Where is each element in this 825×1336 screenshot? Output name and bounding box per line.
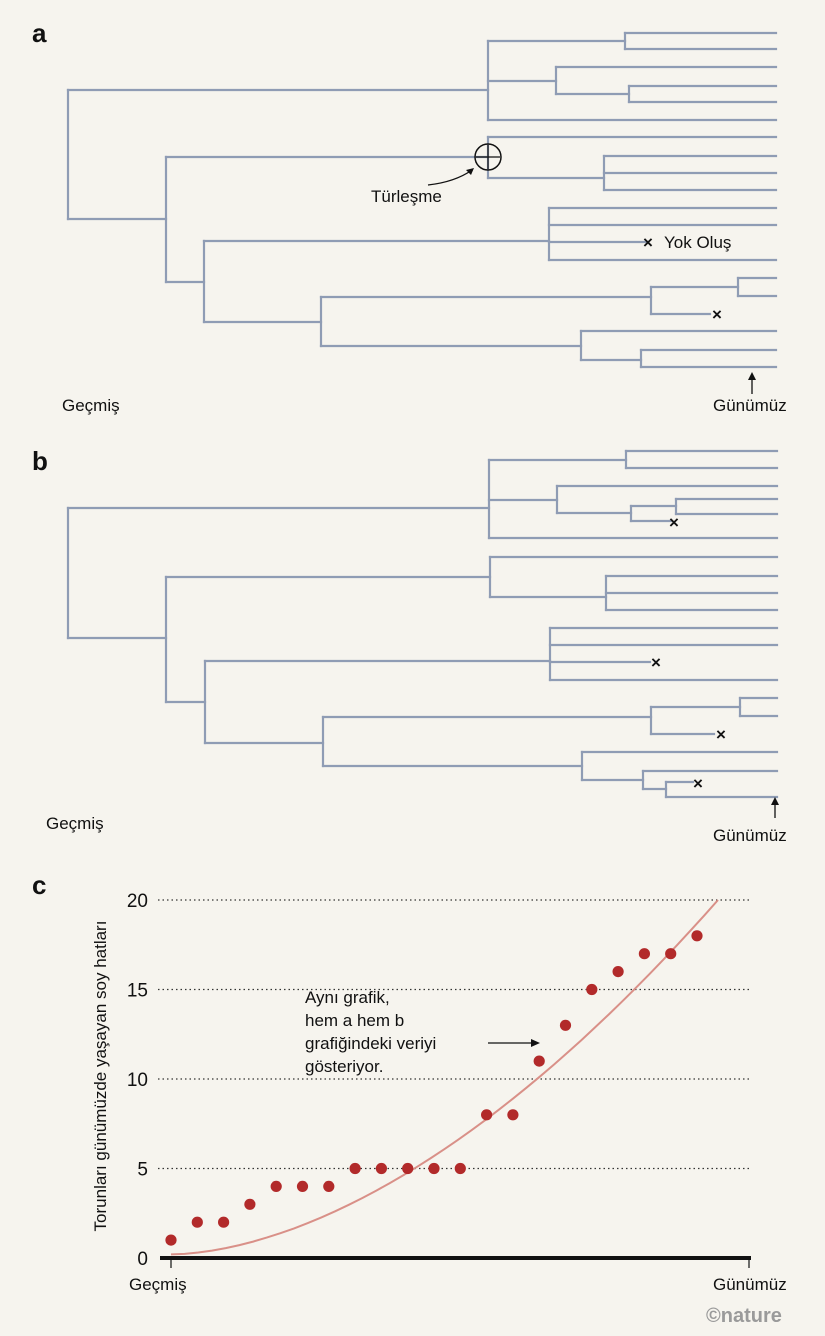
data-point <box>244 1198 256 1210</box>
extinction-mark-a2: × <box>712 305 722 324</box>
data-point <box>586 983 598 996</box>
annotation-line-2: hem a hem b <box>305 1011 404 1030</box>
speciation-arrow <box>427 168 474 186</box>
y-tick-label-5: 5 <box>137 1160 148 1181</box>
present-arrow-b <box>771 797 779 818</box>
data-point <box>481 1109 493 1121</box>
present-arrow-a <box>748 372 756 394</box>
panel-b-branches <box>66 449 779 799</box>
panel-c-present-label: Günümüz <box>713 1275 787 1294</box>
data-point <box>323 1180 335 1192</box>
panel-c-past-label: Geçmiş <box>129 1275 187 1294</box>
annotation-arrow <box>488 1039 540 1047</box>
chart-points <box>165 930 703 1246</box>
panel-b-present-label: Günümüz <box>713 826 787 845</box>
data-point <box>349 1162 361 1175</box>
panel-a-letter: a <box>32 18 47 48</box>
y-axis-label: Torunları günümüzde yaşayan soy hatları <box>91 921 110 1232</box>
annotation-line-1: Aynı grafik, <box>305 988 390 1007</box>
data-point <box>191 1216 203 1228</box>
data-point <box>296 1180 309 1192</box>
panel-b-letter: b <box>32 446 48 476</box>
chart-annotation: Aynı grafik, hem a hem b grafiğindeki ve… <box>305 988 436 1076</box>
data-point <box>691 930 703 942</box>
data-point <box>165 1234 177 1246</box>
extinction-mark-b3: × <box>716 725 726 744</box>
extinction-mark-b2: × <box>651 653 661 672</box>
annotation-line-4: gösteriyor. <box>305 1057 383 1076</box>
data-point <box>270 1180 282 1192</box>
extinction-mark-a1: × <box>643 233 653 252</box>
chart-gridlines <box>158 899 749 1170</box>
data-point <box>533 1055 545 1067</box>
data-point <box>402 1162 414 1175</box>
speciation-label: Türleşme <box>371 187 442 206</box>
data-point <box>665 948 677 960</box>
extinction-mark-b1: × <box>669 513 679 532</box>
chart-y-ticks: 0 5 10 15 20 <box>127 891 148 1270</box>
y-tick-label-10: 10 <box>127 1070 148 1091</box>
data-point <box>375 1162 387 1175</box>
data-point <box>454 1162 466 1175</box>
extinction-label: Yok Oluş <box>664 233 732 252</box>
panel-b-past-label: Geçmiş <box>46 814 104 833</box>
panel-a-present-label: Günümüz <box>713 396 787 415</box>
data-point <box>559 1019 572 1031</box>
speciation-node-marker <box>474 143 502 171</box>
data-point <box>507 1109 519 1121</box>
panel-c-letter: c <box>32 870 47 900</box>
y-tick-label-20: 20 <box>127 891 148 912</box>
trend-curve <box>170 899 719 1256</box>
data-point <box>638 948 651 960</box>
y-tick-label-15: 15 <box>127 981 148 1002</box>
annotation-line-3: grafiğindeki veriyi <box>305 1034 436 1053</box>
y-tick-label-0: 0 <box>137 1249 148 1270</box>
nature-credit: ©nature <box>706 1305 782 1327</box>
data-point <box>612 966 624 978</box>
extinction-mark-b4: × <box>693 774 703 793</box>
data-point <box>428 1162 440 1175</box>
panel-a-past-label: Geçmiş <box>62 396 120 415</box>
data-point <box>218 1216 230 1228</box>
